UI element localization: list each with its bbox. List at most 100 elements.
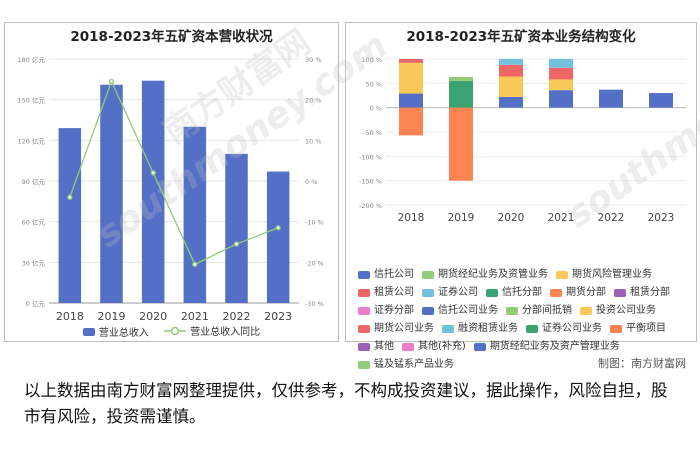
legend-swatch bbox=[506, 307, 518, 315]
legend-swatch bbox=[402, 343, 414, 351]
x-tick-label: 2021 bbox=[548, 212, 575, 224]
x-tick-label: 2022 bbox=[598, 212, 625, 224]
y-right-tick-label: 20 % bbox=[305, 97, 322, 105]
revenue-chart-title: 2018-2023年五矿资本营收状况 bbox=[70, 29, 273, 45]
structure-bar-segment bbox=[399, 107, 423, 136]
legend-label: 租赁分部 bbox=[630, 287, 670, 298]
y-right-tick-label: -20 % bbox=[305, 259, 324, 267]
structure-chart-legend: 信托公司 期货经纪业务及资管业务 期货风险管理业务租赁公司 证券公司 信托分部 期货分部 租… bbox=[358, 267, 694, 375]
structure-bar-segment bbox=[449, 107, 473, 181]
y-left-tick-label: 180 亿元 bbox=[18, 55, 46, 64]
y-tick-label: -100 % bbox=[359, 153, 382, 161]
yoy-point bbox=[192, 261, 198, 268]
y-left-tick-label: 150 亿元 bbox=[18, 96, 46, 105]
structure-bar-segment bbox=[399, 59, 423, 63]
y-left-tick-label: 120 亿元 bbox=[18, 136, 46, 145]
legend-swatch bbox=[556, 271, 568, 279]
structure-bar-segment bbox=[449, 77, 473, 81]
legend-item: 租赁分部 bbox=[614, 285, 670, 301]
x-tick-label: 2020 bbox=[498, 212, 525, 224]
legend-item: 投资公司业务 bbox=[580, 303, 656, 319]
disclaimer-text: 以上数据由南方财富网整理提供，仅供参考，不构成投资建议，据此操作，风险自担，股市… bbox=[24, 381, 668, 426]
legend-item: 信托公司 bbox=[358, 267, 414, 283]
legend-swatch bbox=[422, 307, 434, 315]
yoy-point bbox=[150, 170, 156, 176]
structure-bar-segment bbox=[599, 89, 623, 108]
structure-bar-segment bbox=[499, 64, 523, 77]
legend-item: 其他(补充) bbox=[402, 339, 466, 355]
legend-item: 期货分部 bbox=[550, 285, 606, 301]
revenue-chart-legend: 营业总收入 营业总收入同比 bbox=[5, 323, 338, 339]
legend-swatch bbox=[358, 361, 370, 369]
legend-swatch bbox=[358, 307, 370, 315]
structure-chart-title: 2018-2023年五矿资本业务结构变化 bbox=[406, 29, 636, 45]
revenue-bar bbox=[266, 171, 290, 303]
yoy-line bbox=[69, 79, 279, 266]
structure-bar-segment bbox=[399, 62, 423, 94]
structure-bar-segment bbox=[499, 76, 523, 97]
legend-swatch bbox=[614, 289, 626, 297]
y-tick-label: 50 % bbox=[365, 80, 382, 88]
structure-chart-panel: 2018-2023年五矿资本业务结构变化 -200 % -150 % -100 % -… bbox=[345, 22, 697, 370]
structure-bar-segment bbox=[549, 67, 573, 80]
structure-bar-segment bbox=[399, 93, 423, 108]
legend-label: 分部间抵销 bbox=[522, 305, 572, 316]
legend-item: 锰及锰系产品业务 bbox=[358, 357, 454, 373]
legend-item: 平衡项目 bbox=[610, 321, 666, 337]
x-tick-label: 2019 bbox=[448, 212, 475, 224]
legend-item: 期货公司业务 bbox=[358, 321, 434, 337]
legend-label: 期货公司业务 bbox=[374, 323, 434, 334]
legend-label: 信托公司 bbox=[374, 269, 414, 280]
legend-item: 信托分部 bbox=[486, 285, 542, 301]
legend-item-revenue: 营业总收入 bbox=[82, 324, 149, 339]
legend-item: 期货风险管理业务 bbox=[556, 267, 652, 283]
y-left-tick-label: 60 亿元 bbox=[22, 218, 46, 227]
structure-bar-segment bbox=[549, 79, 573, 91]
legend-label: 融资租赁业务 bbox=[458, 323, 518, 334]
legend-item: 其他 bbox=[358, 339, 394, 355]
structure-bar-segment bbox=[499, 59, 523, 65]
legend-swatch bbox=[610, 325, 622, 333]
legend-item: 期货经纪业务及资管业务 bbox=[422, 267, 548, 283]
x-tick-label: 2021 bbox=[181, 310, 209, 323]
y-right-tick-label: 30 % bbox=[305, 56, 322, 64]
legend-swatch bbox=[422, 289, 434, 297]
legend-swatch bbox=[526, 325, 538, 333]
legend-item: 分部间抵销 bbox=[506, 303, 572, 319]
y-left-tick-label: 0 亿元 bbox=[26, 299, 46, 308]
yoy-point bbox=[233, 241, 240, 247]
structure-bar-segment bbox=[549, 90, 573, 108]
chart-credit: 制图：南方财富网 bbox=[598, 357, 686, 370]
legend-label: 期货经纪业务及资管业务 bbox=[438, 269, 548, 280]
legend-label: 信托公司业务 bbox=[438, 305, 498, 316]
legend-swatch-revenue bbox=[82, 327, 95, 336]
structure-bar-segment bbox=[649, 93, 673, 108]
y-tick-label: 100 % bbox=[361, 56, 382, 64]
legend-label: 期货经纪业务及资产管理业务 bbox=[489, 341, 620, 352]
legend-item: 融资租赁业务 bbox=[442, 321, 518, 337]
legend-label: 期货风险管理业务 bbox=[572, 269, 652, 280]
revenue-bar bbox=[58, 128, 82, 303]
yoy-point bbox=[108, 78, 115, 85]
legend-swatch bbox=[358, 271, 370, 279]
y-tick-label: 0 % bbox=[370, 105, 382, 113]
legend-item-yoy: 营业总收入同比 bbox=[164, 323, 260, 338]
x-tick-label: 2020 bbox=[139, 310, 167, 323]
legend-item: 证券公司 bbox=[422, 285, 478, 301]
y-left-tick-label: 30 亿元 bbox=[22, 258, 46, 267]
legend-item: 租赁公司 bbox=[358, 285, 414, 301]
x-tick-label: 2019 bbox=[98, 310, 126, 323]
y-right-tick-label: 10 % bbox=[305, 137, 322, 145]
y-left-tick-label: 90 亿元 bbox=[22, 177, 46, 186]
legend-swatch bbox=[358, 325, 370, 333]
legend-swatch bbox=[422, 271, 434, 279]
legend-swatch bbox=[550, 289, 562, 297]
legend-label: 锰及锰系产品业务 bbox=[374, 359, 454, 370]
legend-label: 证券公司业务 bbox=[542, 323, 602, 334]
revenue-bar bbox=[100, 84, 123, 303]
legend-swatch bbox=[358, 343, 370, 351]
structure-chart-svg: -200 % -150 % -100 % -50 % 0 % 50 % 100 % 2018 2… bbox=[359, 56, 686, 224]
revenue-bar bbox=[225, 153, 248, 303]
legend-label: 其他 bbox=[374, 341, 394, 352]
legend-label: 租赁公司 bbox=[374, 287, 414, 298]
